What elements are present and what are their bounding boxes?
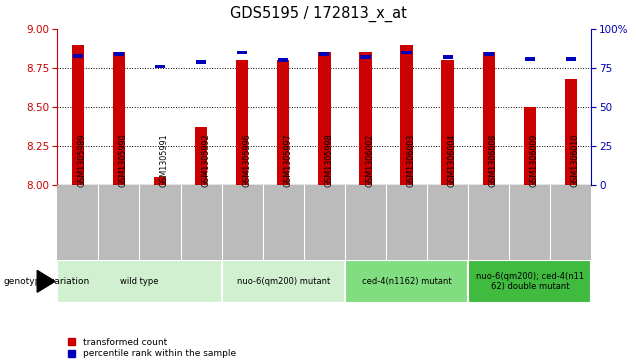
Bar (483, 53, 495, 185)
Text: GSM1306004: GSM1306004 (448, 134, 457, 187)
Text: GSM1305998: GSM1305998 (324, 134, 333, 187)
Text: GSM1305992: GSM1305992 (201, 134, 210, 187)
Bar (73, 54, 83, 57)
Bar (565, 79, 577, 185)
Bar (114, 52, 124, 56)
Polygon shape (37, 270, 55, 292)
Bar (113, 53, 125, 185)
Bar (401, 45, 413, 185)
Text: genotype/variation: genotype/variation (3, 277, 90, 286)
Text: nuo-6(qm200); ced-4(n11
62) double mutant: nuo-6(qm200); ced-4(n11 62) double mutan… (476, 272, 584, 291)
Text: GSM1305989: GSM1305989 (78, 134, 86, 187)
Bar (221, 260, 345, 303)
Bar (566, 57, 576, 61)
Bar (278, 58, 288, 62)
Bar (195, 127, 207, 185)
Bar (154, 178, 166, 185)
Bar (155, 65, 165, 69)
Text: GSM1305996: GSM1305996 (242, 134, 251, 187)
Bar (483, 52, 494, 56)
Text: GSM1306008: GSM1306008 (488, 134, 498, 187)
Bar (277, 60, 289, 185)
Bar (441, 60, 454, 185)
Text: GSM1306003: GSM1306003 (406, 134, 415, 187)
Bar (345, 260, 468, 303)
Bar (236, 60, 248, 185)
Bar (525, 57, 535, 61)
Legend: transformed count, percentile rank within the sample: transformed count, percentile rank withi… (68, 338, 236, 359)
Text: GSM1305991: GSM1305991 (160, 134, 169, 187)
Text: GDS5195 / 172813_x_at: GDS5195 / 172813_x_at (230, 5, 406, 22)
Text: GSM1306002: GSM1306002 (366, 134, 375, 187)
Text: wild type: wild type (120, 277, 158, 286)
Bar (361, 55, 371, 59)
Bar (237, 50, 247, 54)
Text: GSM1305990: GSM1305990 (119, 134, 128, 187)
Text: GSM1306009: GSM1306009 (530, 134, 539, 187)
Bar (72, 45, 84, 185)
Bar (443, 55, 453, 59)
Bar (523, 107, 536, 185)
Text: GSM1306010: GSM1306010 (571, 134, 580, 187)
Bar (359, 53, 371, 185)
Bar (468, 260, 591, 303)
Text: GSM1305997: GSM1305997 (283, 134, 293, 187)
Bar (318, 53, 331, 185)
Bar (319, 52, 329, 56)
Bar (401, 50, 411, 54)
Text: ced-4(n1162) mutant: ced-4(n1162) mutant (362, 277, 452, 286)
Text: nuo-6(qm200) mutant: nuo-6(qm200) mutant (237, 277, 330, 286)
Bar (196, 60, 206, 64)
Bar (57, 260, 221, 303)
